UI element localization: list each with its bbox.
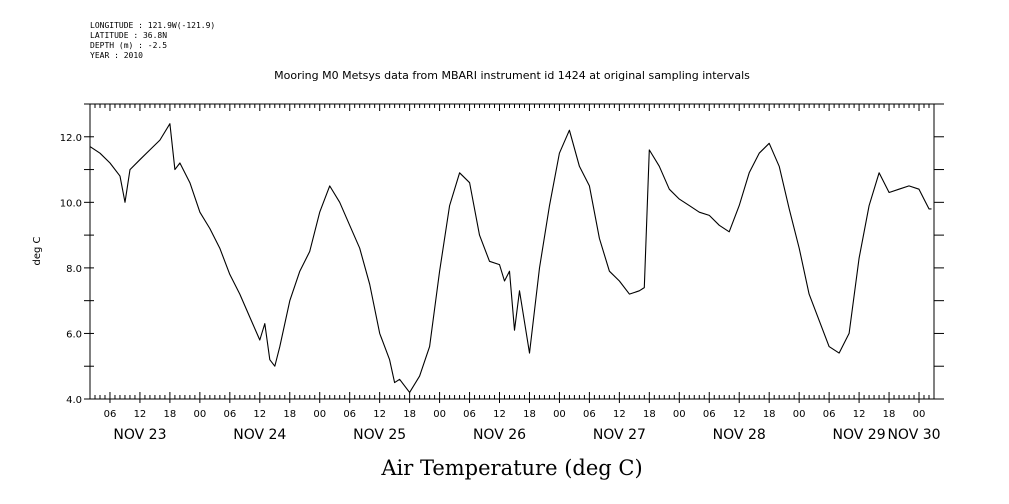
- x-hour-tick-label: 06: [104, 409, 117, 420]
- plot-frame: [89, 103, 935, 400]
- x-hour-tick-label: 00: [433, 409, 446, 420]
- longitude-label: LONGITUDE : 121.9W(-121.9): [90, 21, 216, 30]
- x-hour-tick-label: 18: [164, 409, 177, 420]
- x-hour-tick-label: 00: [553, 409, 566, 420]
- latitude-label: LATITUDE : 36.8N: [90, 31, 168, 40]
- x-day-label: NOV 29: [833, 427, 886, 443]
- x-hour-tick-label: 06: [463, 409, 476, 420]
- x-day-label: NOV 30: [887, 427, 940, 443]
- y-axis-label: deg C: [32, 236, 43, 265]
- x-hour-tick-label: 18: [763, 409, 776, 420]
- x-hour-tick-label: 06: [823, 409, 836, 420]
- x-hour-tick-label: 06: [583, 409, 596, 420]
- x-hour-tick-label: 12: [493, 409, 506, 420]
- x-hour-tick-label: 12: [134, 409, 147, 420]
- y-tick-label: 4.0: [66, 395, 82, 406]
- x-day-label: NOV 28: [713, 427, 766, 443]
- x-hour-tick-label: 00: [194, 409, 207, 420]
- x-hour-tick-label: 12: [373, 409, 386, 420]
- x-hour-tick-label: 06: [223, 409, 236, 420]
- y-tick-label: 12.0: [60, 133, 82, 144]
- x-hour-tick-label: 18: [523, 409, 536, 420]
- depth-label: DEPTH (m) : -2.5: [90, 41, 168, 50]
- y-tick-label: 8.0: [66, 264, 82, 275]
- x-hour-tick-label: 00: [313, 409, 326, 420]
- air-temperature-series-line: [89, 123, 932, 393]
- chart-title: Mooring M0 Metsys data from MBARI instru…: [274, 69, 750, 82]
- station-metadata: LONGITUDE : 121.9W(-121.9) LATITUDE : 36…: [90, 21, 215, 61]
- x-hour-tick-label: 12: [613, 409, 626, 420]
- x-day-label: NOV 23: [113, 427, 166, 443]
- x-hour-tick-label: 06: [703, 409, 716, 420]
- x-day-label: NOV 24: [233, 427, 286, 443]
- x-hour-tick-label: 18: [403, 409, 416, 420]
- x-day-label: NOV 27: [593, 427, 646, 443]
- x-hour-tick-label: 18: [283, 409, 296, 420]
- x-hour-tick-label: 00: [793, 409, 806, 420]
- y-tick-label: 6.0: [66, 329, 82, 340]
- x-day-label: NOV 26: [473, 427, 526, 443]
- x-hour-tick-label: 12: [853, 409, 866, 420]
- x-hour-tick-label: 06: [343, 409, 356, 420]
- x-hour-tick-label: 00: [913, 409, 926, 420]
- x-hour-tick-label: 18: [643, 409, 656, 420]
- x-hour-tick-label: 12: [253, 409, 266, 420]
- x-hour-tick-label: 12: [733, 409, 746, 420]
- y-tick-label: 10.0: [60, 198, 82, 209]
- x-axis-label: Air Temperature (deg C): [380, 456, 642, 480]
- x-day-label: NOV 25: [353, 427, 406, 443]
- year-label: YEAR : 2010: [90, 51, 143, 60]
- x-hour-tick-label: 00: [673, 409, 686, 420]
- x-hour-tick-label: 18: [883, 409, 896, 420]
